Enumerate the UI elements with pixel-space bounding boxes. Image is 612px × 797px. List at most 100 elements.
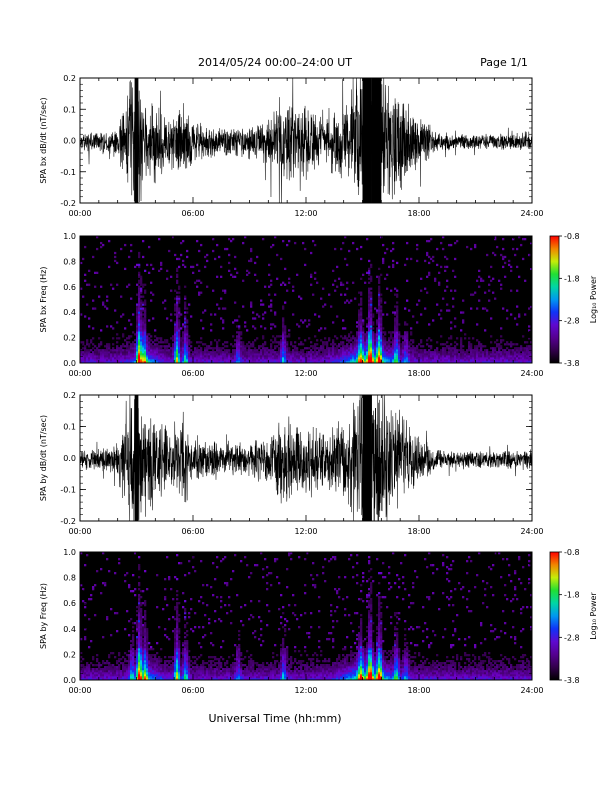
spectrogram-cell xyxy=(368,292,370,294)
spectrogram-cell xyxy=(400,351,402,353)
spectrogram-cell xyxy=(210,323,212,325)
spectrogram-cell xyxy=(376,311,378,313)
spectrogram-cell xyxy=(90,339,92,341)
spectrogram-cell xyxy=(452,359,454,361)
spectrogram-cell xyxy=(134,594,136,596)
spectrogram-cell xyxy=(138,317,140,319)
spectrogram-cell xyxy=(344,351,346,353)
spectrogram-cell xyxy=(184,266,186,268)
spectrogram-cell xyxy=(100,246,102,248)
spectrogram-cell xyxy=(202,602,204,604)
spectrogram-cell xyxy=(310,355,312,357)
spectrogram-cell xyxy=(200,357,202,359)
spectrogram-cell xyxy=(330,343,332,345)
spectrogram-cell xyxy=(426,351,428,353)
spectrogram-cell xyxy=(344,327,346,329)
spectrogram-cell xyxy=(186,634,188,636)
spectrogram-cell xyxy=(378,294,380,296)
spectrogram-cell xyxy=(370,337,372,339)
spectrogram-cell xyxy=(368,270,370,272)
spectrogram-cell xyxy=(198,250,200,252)
spectrogram-cell xyxy=(232,674,234,676)
spectrogram-cell xyxy=(182,656,184,658)
spectrogram-cell xyxy=(394,351,396,353)
x-tick-label: 00:00 xyxy=(68,209,91,218)
spectrogram-cell xyxy=(138,650,140,652)
spectrogram-cell xyxy=(492,292,494,294)
spectrogram-cell xyxy=(198,357,200,359)
spectrogram-cell xyxy=(126,343,128,345)
spectrogram-cell xyxy=(98,296,100,298)
spectrogram-cell xyxy=(400,347,402,349)
spectrogram-cell xyxy=(358,347,360,349)
spectrogram-cell xyxy=(170,349,172,351)
spectrogram-cell xyxy=(400,355,402,357)
spectrogram-cell xyxy=(396,311,398,313)
spectrogram-cell xyxy=(286,345,288,347)
spectrogram-cell xyxy=(454,353,456,355)
spectrogram-cell xyxy=(356,347,358,349)
spectrogram-cell xyxy=(132,345,134,347)
spectrogram-cell xyxy=(378,333,380,335)
spectrogram-cell xyxy=(358,345,360,347)
spectrogram-cell xyxy=(192,662,194,664)
spectrogram-cell xyxy=(382,341,384,343)
spectrogram-cell xyxy=(396,347,398,349)
spectrogram-cell xyxy=(414,359,416,361)
spectrogram-cell xyxy=(506,309,508,311)
spectrogram-cell xyxy=(98,664,100,666)
spectrogram-cell xyxy=(380,337,382,339)
spectrogram-cell xyxy=(410,333,412,335)
spectrogram-cell xyxy=(248,353,250,355)
spectrogram-cell xyxy=(140,614,142,616)
spectrogram-cell xyxy=(280,335,282,337)
spectrogram-cell xyxy=(304,353,306,355)
spectrogram-cell xyxy=(370,305,372,307)
spectrogram-panel-3 xyxy=(80,552,532,680)
spectrogram-cell xyxy=(422,353,424,355)
spectrogram-cell xyxy=(372,359,374,361)
spectrogram-cell xyxy=(326,359,328,361)
spectrogram-cell xyxy=(480,355,482,357)
spectrogram-cell xyxy=(194,676,196,678)
y-tick-label: 0.4 xyxy=(63,308,76,317)
spectrogram-cell xyxy=(238,630,240,632)
spectrogram-cell xyxy=(208,622,210,624)
spectrogram-cell xyxy=(370,347,372,349)
spectrogram-cell xyxy=(442,357,444,359)
spectrogram-cell xyxy=(126,341,128,343)
spectrogram-cell xyxy=(346,337,348,339)
spectrogram-cell xyxy=(134,355,136,357)
spectrogram-cell xyxy=(192,672,194,674)
spectrogram-cell xyxy=(518,353,520,355)
spectrogram-cell xyxy=(516,347,518,349)
spectrogram-cell xyxy=(380,274,382,276)
spectrogram-cell xyxy=(224,248,226,250)
spectrogram-cell xyxy=(208,676,210,678)
spectrogram-cell xyxy=(176,610,178,612)
spectrogram-cell xyxy=(276,254,278,256)
spectrogram-cell xyxy=(178,670,180,672)
spectrogram-cell xyxy=(280,284,282,286)
spectrogram-cell xyxy=(90,355,92,357)
spectrogram-cell xyxy=(130,618,132,620)
spectrogram-cell xyxy=(92,668,94,670)
spectrogram-cell xyxy=(102,676,104,678)
spectrogram-cell xyxy=(386,288,388,290)
spectrogram-cell xyxy=(138,319,140,321)
spectrogram-cell xyxy=(370,325,372,327)
spectrogram-cell xyxy=(136,317,138,319)
spectrogram-cell xyxy=(178,355,180,357)
spectrogram-cell xyxy=(376,355,378,357)
spectrogram-cell xyxy=(98,674,100,676)
spectrogram-cell xyxy=(178,640,180,642)
spectrogram-cell xyxy=(520,347,522,349)
spectrogram-cell xyxy=(246,351,248,353)
spectrogram-cell xyxy=(142,339,144,341)
spectrogram-cell xyxy=(422,355,424,357)
spectrogram-cell xyxy=(402,359,404,361)
spectrogram-cell xyxy=(164,660,166,662)
spectrogram-cell xyxy=(352,353,354,355)
spectrogram-cell xyxy=(186,339,188,341)
spectrogram-cell xyxy=(106,668,108,670)
